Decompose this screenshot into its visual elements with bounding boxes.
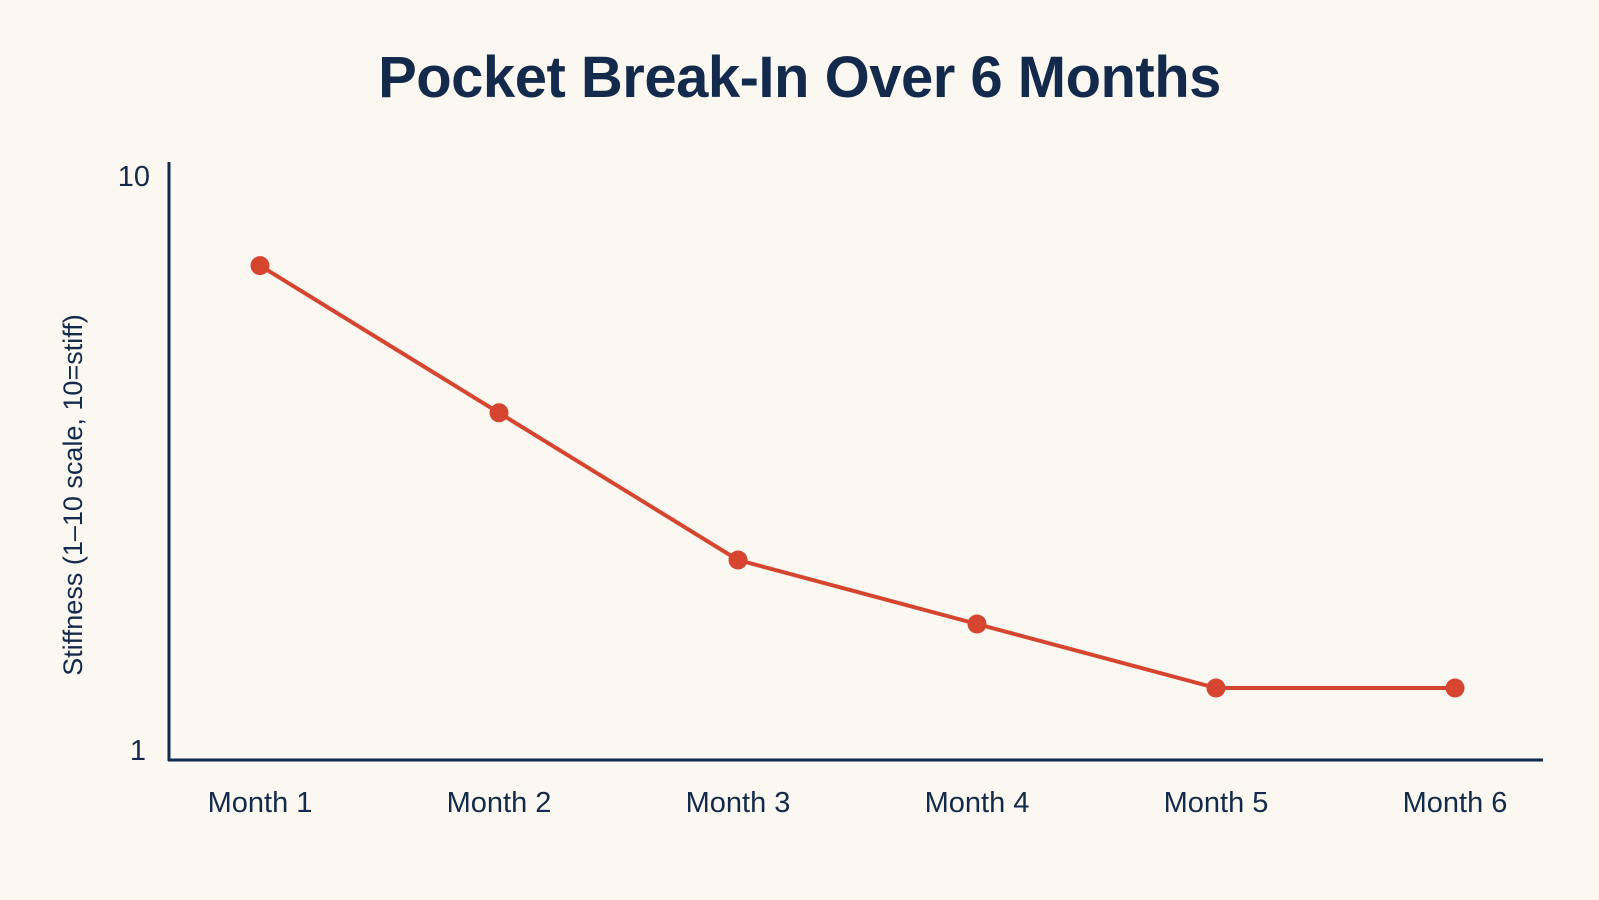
x-tick-label: Month 3 xyxy=(686,787,791,819)
data-point xyxy=(967,614,987,634)
x-tick-label: Month 4 xyxy=(925,787,1030,819)
data-point xyxy=(489,403,509,423)
x-tick-label: Month 1 xyxy=(208,787,313,819)
data-point xyxy=(250,256,270,276)
y-tick-label-min: 1 xyxy=(130,735,146,767)
data-point xyxy=(1206,678,1226,698)
x-axis-tick-labels: Month 1 Month 2 Month 3 Month 4 Month 5 Month… xyxy=(208,787,1508,819)
y-axis-ticks: 1 10 xyxy=(118,161,150,767)
chart-title: Pocket Break-In Over 6 Months xyxy=(378,45,1221,110)
data-point xyxy=(728,550,748,570)
series-line xyxy=(258,263,1457,690)
y-axis-title: Stiffness (1–10 scale, 10=stiff) xyxy=(58,314,88,675)
series-points xyxy=(250,256,1465,698)
x-tick-label: Month 5 xyxy=(1164,787,1269,819)
x-tick-label: Month 2 xyxy=(447,787,552,819)
data-point xyxy=(1445,678,1465,698)
x-tick-label: Month 6 xyxy=(1403,787,1508,819)
y-tick-label-max: 10 xyxy=(118,161,150,193)
